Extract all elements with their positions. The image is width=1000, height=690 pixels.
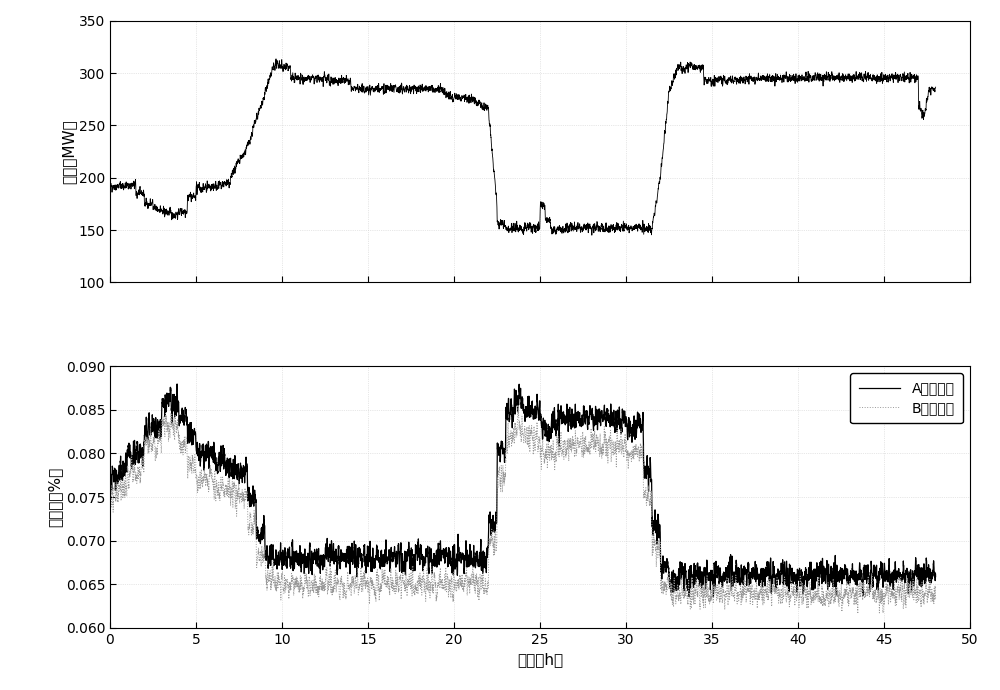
Legend: A侧漏风率, B侧漏风率: A侧漏风率, B侧漏风率 bbox=[850, 373, 963, 424]
B侧漏风率 bbox=[104, 488, 116, 496]
A侧漏风率 bbox=[104, 486, 116, 494]
Line: B侧漏风率: B侧漏风率 bbox=[110, 405, 936, 613]
B侧漏风率 bbox=[320, 571, 332, 579]
X-axis label: 时间（h）: 时间（h） bbox=[517, 652, 563, 667]
Y-axis label: 负荷（MW）: 负荷（MW） bbox=[61, 119, 76, 184]
B侧漏风率 bbox=[433, 579, 445, 587]
Line: A侧漏风率: A侧漏风率 bbox=[110, 384, 936, 597]
B侧漏风率 bbox=[146, 445, 158, 453]
B侧漏风率 bbox=[649, 537, 661, 545]
A侧漏风率 bbox=[321, 553, 333, 561]
A侧漏风率 bbox=[930, 573, 942, 581]
B侧漏风率 bbox=[512, 401, 524, 409]
Y-axis label: 漏风率（%）: 漏风率（%） bbox=[48, 467, 63, 527]
A侧漏风率 bbox=[146, 424, 158, 432]
B侧漏风率 bbox=[165, 411, 177, 420]
A侧漏风率 bbox=[433, 555, 445, 563]
B侧漏风率 bbox=[930, 595, 942, 603]
A侧漏风率 bbox=[165, 384, 177, 392]
A侧漏风率 bbox=[427, 560, 439, 568]
A侧漏风率 bbox=[649, 520, 661, 528]
B侧漏风率 bbox=[852, 609, 864, 618]
A侧漏风率 bbox=[171, 380, 183, 388]
B侧漏风率 bbox=[427, 589, 439, 597]
A侧漏风率 bbox=[707, 593, 719, 601]
